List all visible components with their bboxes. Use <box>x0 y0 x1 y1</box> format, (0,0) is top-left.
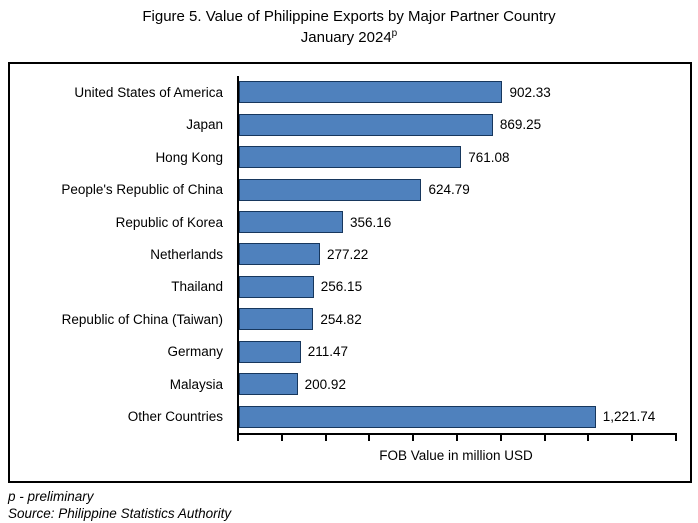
category-label: Germany <box>167 344 223 360</box>
bar <box>239 275 314 298</box>
bar <box>239 243 320 266</box>
x-axis-title: FOB Value in million USD <box>379 448 533 463</box>
value-label: 254.82 <box>320 311 362 327</box>
bar <box>239 405 596 428</box>
category-label: Thailand <box>171 279 223 295</box>
bar <box>239 81 503 104</box>
x-axis-ticks <box>237 435 677 442</box>
chart-footnotes: p - preliminary Source: Philippine Stati… <box>8 488 231 522</box>
value-label: 200.92 <box>304 376 346 392</box>
bar <box>239 211 343 234</box>
preliminary-superscript: p <box>391 28 398 39</box>
value-label: 761.08 <box>468 149 510 165</box>
bar <box>239 308 314 331</box>
category-label: Republic of China (Taiwan) <box>61 311 223 327</box>
value-label: 869.25 <box>499 117 542 133</box>
x-tick <box>675 435 677 441</box>
value-label: 624.79 <box>428 182 470 198</box>
category-label: Other Countries <box>127 409 223 425</box>
bar <box>239 146 462 169</box>
bar-row: 277.22 <box>239 238 677 270</box>
category-label: Netherlands <box>150 246 223 262</box>
preliminary-note: p - preliminary <box>8 489 94 504</box>
value-label: 902.33 <box>509 84 551 100</box>
value-label: 256.15 <box>320 279 363 295</box>
value-label: 277.22 <box>326 246 369 262</box>
bar <box>239 113 493 136</box>
x-tick <box>543 435 546 441</box>
plot-area: 902.33 869.25 761.08 624.79 356.16 277.22 256.… <box>237 76 677 435</box>
plot-frame: United States of America Japan Hong Kong Pe… <box>8 62 692 483</box>
value-label: 1,221.74 <box>602 409 656 425</box>
bar-row: 624.79 <box>239 173 677 205</box>
bar-row: 1,221.74 <box>239 401 677 433</box>
bar <box>239 340 301 363</box>
bar <box>239 178 422 201</box>
x-tick <box>631 435 634 441</box>
x-tick <box>587 435 590 441</box>
category-label: Malaysia <box>169 376 223 392</box>
bar-row: 200.92 <box>239 368 677 400</box>
x-tick <box>456 435 458 441</box>
category-label: People's Republic of China <box>61 182 223 198</box>
x-tick <box>324 435 327 441</box>
bar-row: 869.25 <box>239 108 677 140</box>
value-label: 211.47 <box>307 344 349 360</box>
x-tick <box>280 435 283 441</box>
bar-row: 902.33 <box>239 76 677 108</box>
category-label: Hong Kong <box>155 149 223 165</box>
chart-title-line1: Figure 5. Value of Philippine Exports by… <box>142 8 556 25</box>
source-note: Source: Philippine Statistics Authority <box>8 506 232 521</box>
bar-row: 356.16 <box>239 206 677 238</box>
bar-row: 254.82 <box>239 303 677 335</box>
x-tick <box>368 435 371 441</box>
bar <box>239 373 298 396</box>
bar-row: 761.08 <box>239 141 677 173</box>
x-tick <box>499 435 502 441</box>
category-label: United States of America <box>74 84 223 100</box>
chart-title: Figure 5. Value of Philippine Exports by… <box>0 6 698 48</box>
category-label: Republic of Korea <box>115 214 223 230</box>
category-axis-labels: United States of America Japan Hong Kong Pe… <box>10 76 230 433</box>
x-tick <box>412 435 415 441</box>
bar-row: 256.15 <box>239 271 677 303</box>
chart-title-line2: January 2024p <box>300 28 398 47</box>
value-label: 356.16 <box>349 214 392 230</box>
bar-row: 211.47 <box>239 336 677 368</box>
x-tick <box>237 435 239 441</box>
category-label: Japan <box>186 117 223 133</box>
